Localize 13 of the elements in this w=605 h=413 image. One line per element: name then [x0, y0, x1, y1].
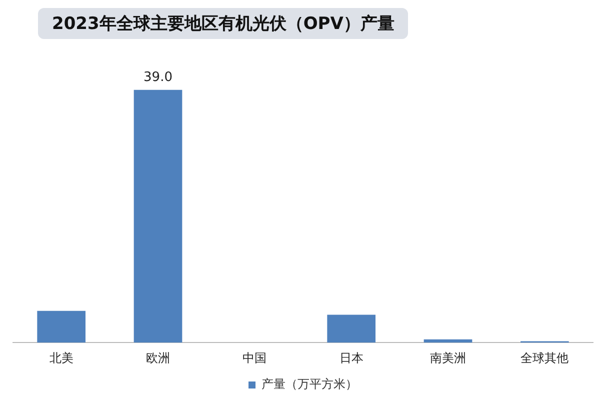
x-tick-label: 南美洲: [430, 350, 466, 365]
bar: [424, 339, 472, 343]
bar: [37, 310, 86, 343]
chart-title: 2023年全球主要地区有机光伏（OPV）产量: [38, 8, 408, 39]
x-tick-label: 北美: [49, 350, 74, 365]
x-tick-label: 日本: [339, 350, 364, 365]
bar: [134, 90, 182, 343]
bar: [327, 314, 376, 343]
x-tick-label: 中国: [242, 350, 267, 365]
data-label: 39.0: [144, 70, 172, 85]
x-tick-label: 欧洲: [146, 350, 170, 365]
legend-label: 产量（万平方米）: [262, 377, 358, 392]
x-tick-label: 全球其他: [520, 350, 569, 365]
